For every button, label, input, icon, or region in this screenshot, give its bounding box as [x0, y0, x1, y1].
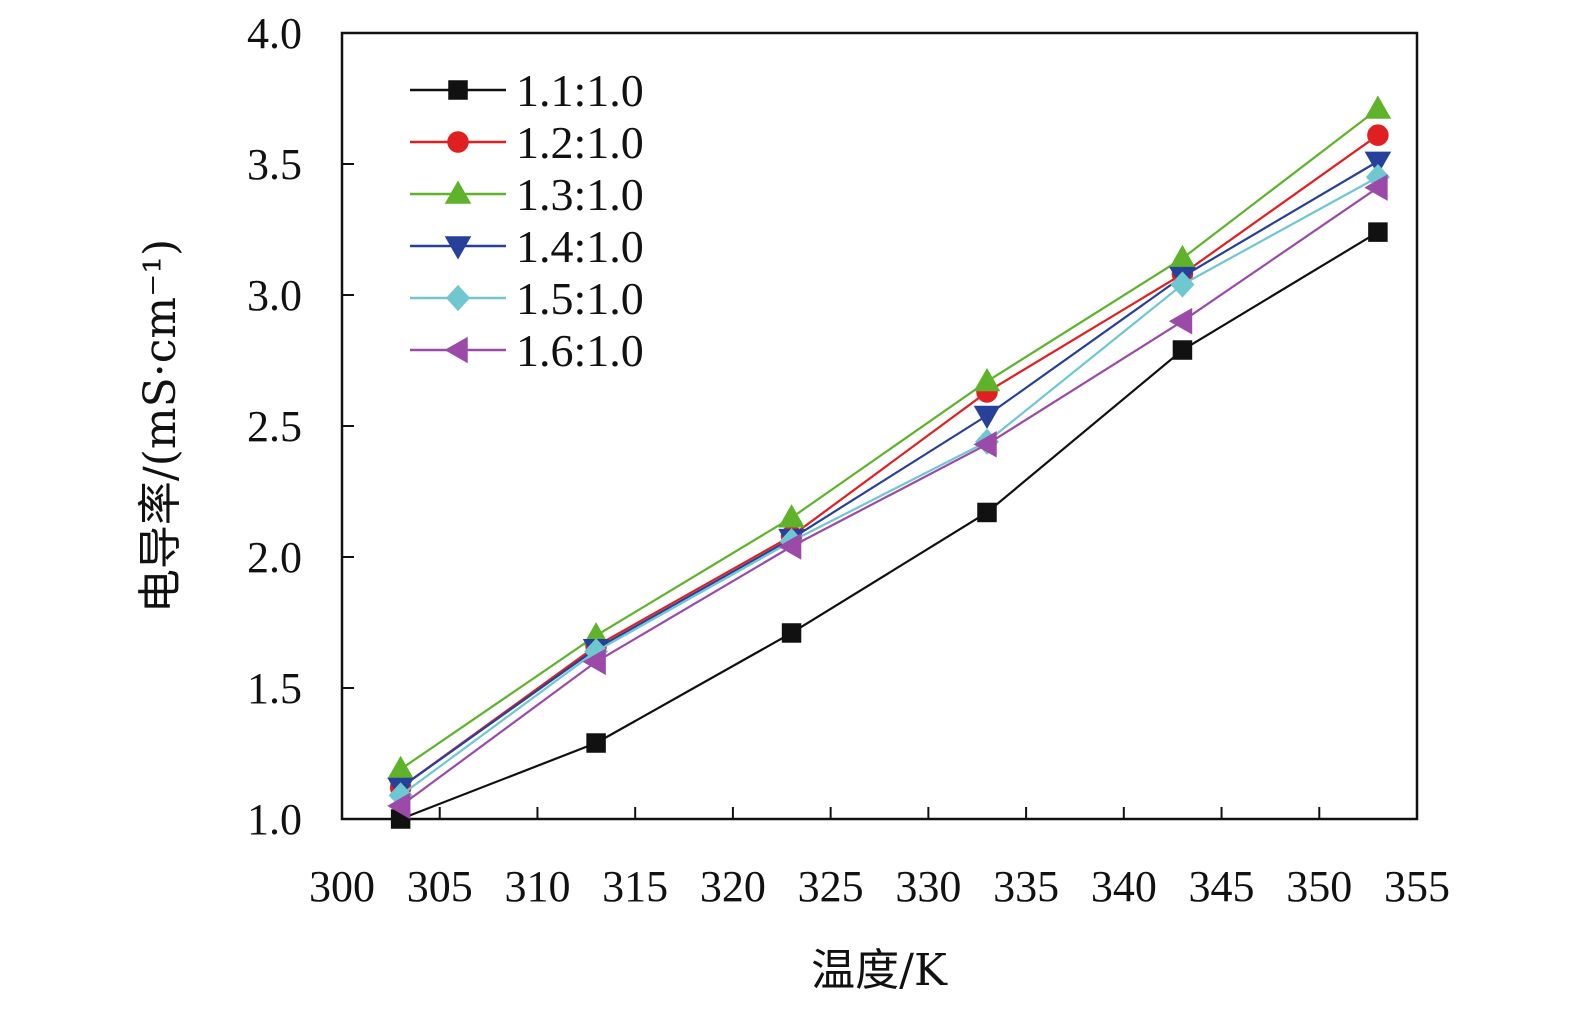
x-tick-label: 345 [1189, 862, 1255, 911]
series-line [400, 108, 1379, 771]
data-point [1168, 307, 1193, 335]
legend-item: 1.3:1.0 [410, 169, 644, 220]
series-layer [387, 95, 1392, 829]
y-tick-label: 1.5 [247, 664, 302, 713]
x-tick-label: 325 [798, 862, 864, 911]
x-tick-label: 330 [895, 862, 961, 911]
plot-frame [340, 31, 1419, 821]
y-tick-label: 4.0 [247, 9, 302, 58]
series-line [399, 186, 1379, 807]
x-tick-label: 315 [602, 862, 668, 911]
y-tick-label: 2.0 [247, 533, 302, 582]
data-point [781, 623, 802, 643]
data-point [977, 502, 997, 523]
legend-label: 1.1:1.0 [516, 65, 644, 116]
legend-marker [445, 284, 471, 312]
x-tick-label: 310 [504, 862, 570, 911]
x-tick-label: 320 [700, 862, 766, 911]
legend-label: 1.5:1.0 [516, 273, 644, 324]
data-point [778, 504, 805, 528]
legend-label: 1.6:1.0 [516, 325, 644, 376]
series-line [400, 231, 1379, 821]
y-tick-label: 3.5 [247, 140, 302, 189]
legend-item: 1.4:1.0 [410, 221, 644, 272]
legend-item: 1.5:1.0 [410, 273, 644, 324]
series-line [399, 160, 1379, 789]
legend-item: 1.6:1.0 [410, 325, 644, 376]
legend-marker [448, 80, 468, 100]
series-1.1:1.0 [390, 222, 1388, 829]
legend-label: 1.4:1.0 [516, 221, 644, 272]
legend: 1.1:1.01.2:1.01.3:1.01.4:1.01.5:1.01.6:1… [410, 65, 644, 376]
x-axis-ticks: 300 305 310 315 320 325 330 335 340 345 350 355 [309, 807, 1450, 911]
x-tick-label: 350 [1286, 862, 1352, 911]
data-point [1172, 340, 1193, 360]
legend-item: 1.1:1.0 [410, 65, 644, 116]
x-tick-label: 305 [407, 862, 473, 911]
legend-marker [447, 131, 469, 153]
data-point [1364, 95, 1392, 119]
data-point [1367, 124, 1389, 146]
y-tick-label: 3.0 [247, 271, 302, 320]
data-point [973, 405, 1001, 430]
y-tick-label: 1.0 [247, 795, 302, 844]
legend-label: 1.2:1.0 [516, 117, 644, 168]
legend-marker [444, 336, 468, 364]
data-point [582, 648, 606, 676]
legend-label: 1.3:1.0 [516, 169, 644, 220]
data-point [387, 792, 411, 820]
legend-marker [444, 236, 472, 260]
series-1.6:1.0 [387, 174, 1388, 820]
x-tick-label: 300 [309, 862, 375, 911]
legend-marker [444, 180, 472, 204]
y-axis-ticks: 1.0 1.5 2.0 2.5 3.0 3.5 4.0 [247, 9, 354, 844]
data-point [1170, 271, 1195, 298]
data-point [973, 367, 1001, 392]
x-tick-label: 340 [1091, 862, 1157, 911]
data-point [1169, 244, 1196, 269]
x-axis-title: 温度/K [811, 945, 948, 996]
x-tick-label: 355 [1384, 862, 1450, 911]
legend-item: 1.2:1.0 [410, 117, 644, 168]
series-line [399, 176, 1379, 797]
data-point [1368, 222, 1388, 242]
y-tick-label: 2.5 [247, 402, 302, 451]
data-point [1364, 151, 1392, 175]
data-point [387, 755, 414, 779]
data-point [778, 533, 802, 560]
data-point [1364, 174, 1388, 201]
data-point [973, 431, 997, 458]
y-axis-title: 电导率/(mS·cm⁻¹) [135, 239, 186, 613]
data-point [586, 733, 606, 753]
series-line [399, 134, 1379, 789]
x-tick-label: 335 [993, 862, 1059, 911]
